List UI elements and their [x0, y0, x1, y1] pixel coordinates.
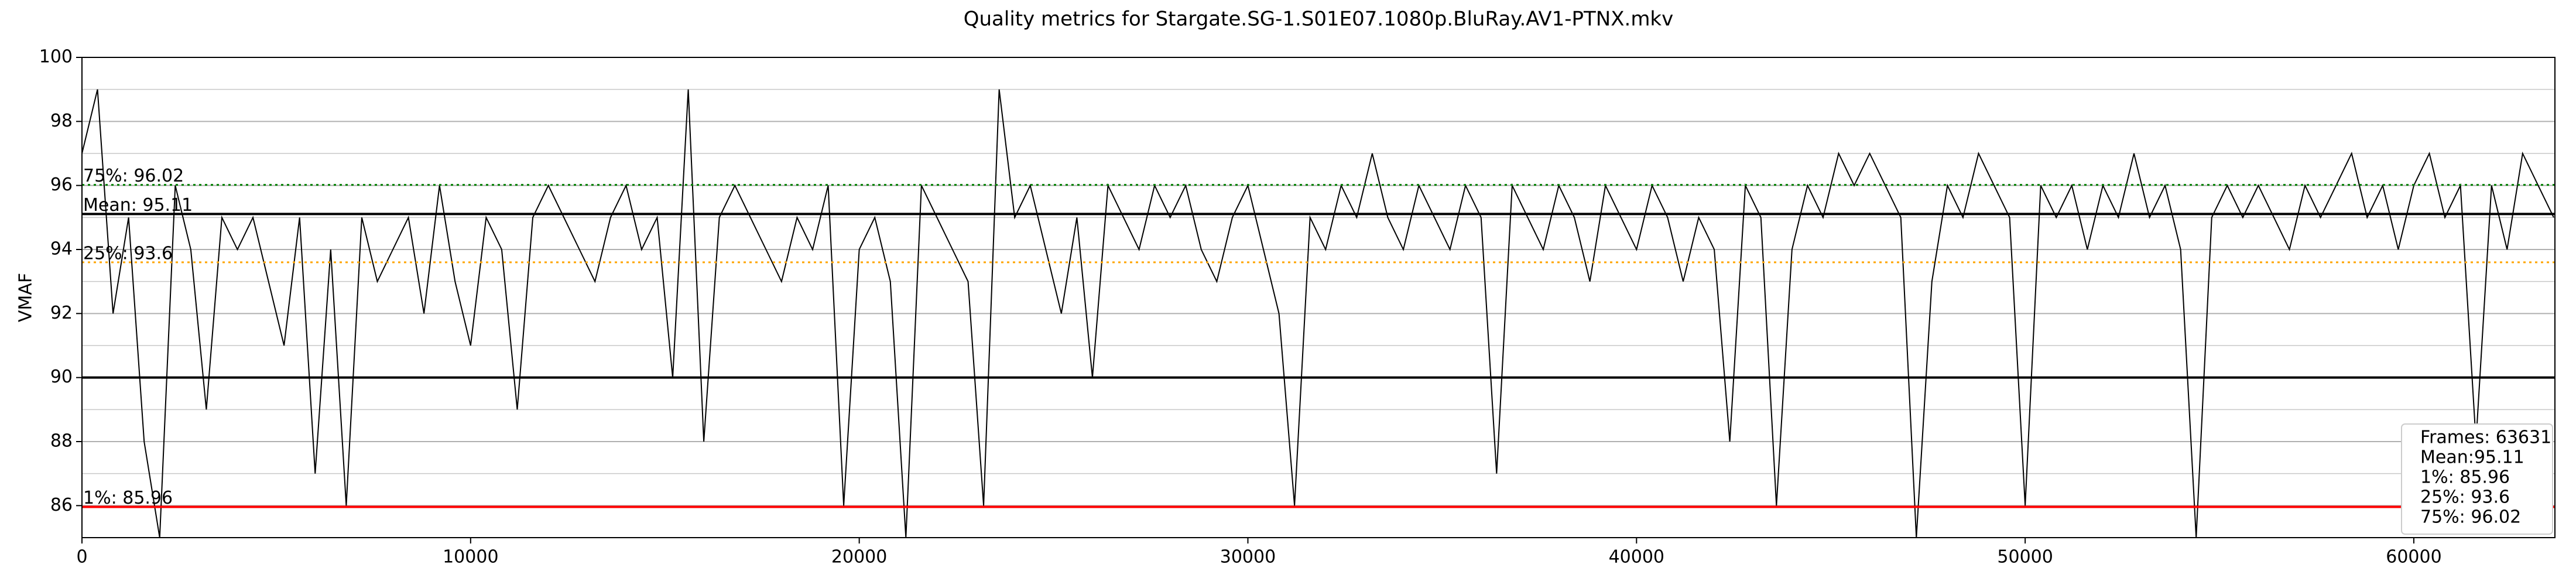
stat-label: 25%: 93.6	[83, 243, 173, 264]
vmaf-line	[82, 89, 2554, 538]
stats-box	[2401, 423, 2553, 535]
y-tick-label: 96	[50, 175, 73, 195]
axes-frame	[81, 57, 2556, 538]
y-tick-label: 98	[50, 111, 73, 131]
x-tick-label: 40000	[1609, 547, 1664, 568]
stats-text: Mean:95.11	[2420, 447, 2524, 468]
y-axis-label: VMAF	[16, 273, 36, 322]
y-tick-label: 90	[50, 367, 73, 387]
stats-text: 75%: 96.02	[2420, 507, 2521, 528]
y-tick-label: 88	[50, 431, 73, 452]
plot-area	[82, 57, 2555, 538]
x-tick-label: 10000	[443, 547, 498, 568]
stat-label: 75%: 96.02	[83, 166, 184, 186]
stats-text: 25%: 93.6	[2420, 487, 2510, 508]
y-tick-label: 94	[50, 239, 73, 259]
x-tick-label: 0	[76, 547, 87, 568]
stats-text: 1%: 85.96	[2420, 467, 2510, 488]
x-tick-label: 60000	[2386, 547, 2441, 568]
y-tick-label: 86	[50, 495, 73, 515]
x-tick-label: 20000	[831, 547, 887, 568]
chart-title: Quality metrics for Stargate.SG-1.S01E07…	[964, 8, 1674, 31]
x-tick-label: 50000	[1997, 547, 2053, 568]
y-tick-label: 92	[50, 303, 73, 323]
stats-text: Frames: 63631	[2420, 428, 2551, 448]
y-tick-label: 100	[39, 47, 73, 67]
stat-label: 1%: 85.96	[83, 488, 173, 508]
stat-label: Mean: 95.11	[83, 195, 193, 216]
x-tick-label: 30000	[1220, 547, 1276, 568]
